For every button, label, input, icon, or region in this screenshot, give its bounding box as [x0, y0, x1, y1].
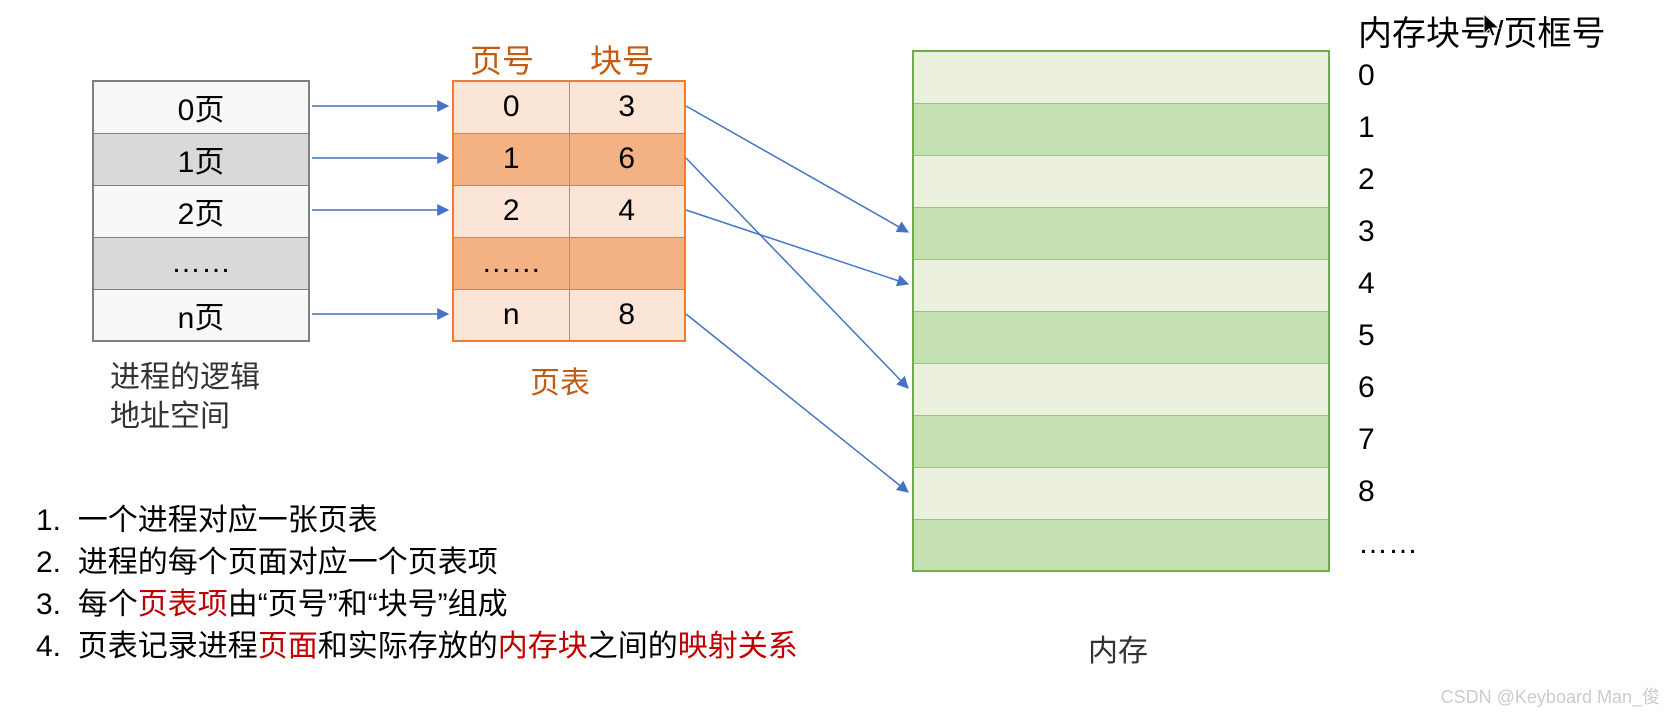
page-table-block-cell: 4 — [569, 185, 685, 237]
memory-block — [913, 155, 1329, 207]
note-line: 3. 每个页表项由“页号”和“块号”组成 — [36, 584, 798, 626]
memory-label: 2 — [1358, 154, 1418, 206]
diagram-container: 0页1页2页……n页 进程的逻辑地址空间 页号 块号 031624……n8 页表… — [0, 0, 1680, 717]
memory-block — [913, 259, 1329, 311]
memory-label: 5 — [1358, 310, 1418, 362]
page-table-page-cell: 1 — [453, 133, 569, 185]
memory-block — [913, 103, 1329, 155]
page-table-caption: 页表 — [530, 358, 590, 402]
memory-label: 7 — [1358, 414, 1418, 466]
memory-block — [913, 519, 1329, 571]
memory-label: 4 — [1358, 258, 1418, 310]
memory-label: 3 — [1358, 206, 1418, 258]
note-line: 2. 进程的每个页面对应一个页表项 — [36, 542, 798, 584]
logical-row: 0页 — [93, 81, 309, 133]
page-table-page-cell: 0 — [453, 81, 569, 133]
page-table-block-cell: 6 — [569, 133, 685, 185]
watermark: CSDN @Keyboard Man_俊 — [1441, 683, 1660, 709]
memory-label: …… — [1358, 518, 1418, 570]
logical-row: …… — [93, 237, 309, 289]
note-line: 1. 一个进程对应一张页表 — [36, 500, 798, 542]
logical-row: 2页 — [93, 185, 309, 237]
logical-address-table: 0页1页2页……n页 — [92, 80, 310, 342]
memory-labels: 012345678…… — [1358, 50, 1418, 570]
page-table-header-block: 块号 — [590, 36, 654, 82]
logical-row: 1页 — [93, 133, 309, 185]
memory-label: 0 — [1358, 50, 1418, 102]
memory-block — [913, 415, 1329, 467]
memory-block — [913, 311, 1329, 363]
memory-label: 1 — [1358, 102, 1418, 154]
page-table-block-cell — [569, 237, 685, 289]
logical-caption: 进程的逻辑地址空间 — [110, 358, 260, 436]
page-table-block-cell: 3 — [569, 81, 685, 133]
page-table-block-cell: 8 — [569, 289, 685, 341]
note-line: 4. 页表记录进程页面和实际存放的内存块之间的映射关系 — [36, 626, 798, 668]
memory-block — [913, 207, 1329, 259]
page-table-page-cell: …… — [453, 237, 569, 289]
notes-list: 1. 一个进程对应一张页表2. 进程的每个页面对应一个页表项3. 每个页表项由“… — [36, 500, 798, 668]
page-table-header-page: 页号 — [470, 36, 534, 82]
memory-label: 6 — [1358, 362, 1418, 414]
memory-caption: 内存 — [1088, 626, 1148, 670]
memory-block — [913, 51, 1329, 103]
memory-block — [913, 467, 1329, 519]
memory-label: 8 — [1358, 466, 1418, 518]
logical-row: n页 — [93, 289, 309, 341]
memory-table — [912, 50, 1330, 572]
page-table: 031624……n8 — [452, 80, 686, 342]
page-table-page-cell: n — [453, 289, 569, 341]
page-table-page-cell: 2 — [453, 185, 569, 237]
cursor-icon — [1482, 12, 1502, 38]
memory-block — [913, 363, 1329, 415]
